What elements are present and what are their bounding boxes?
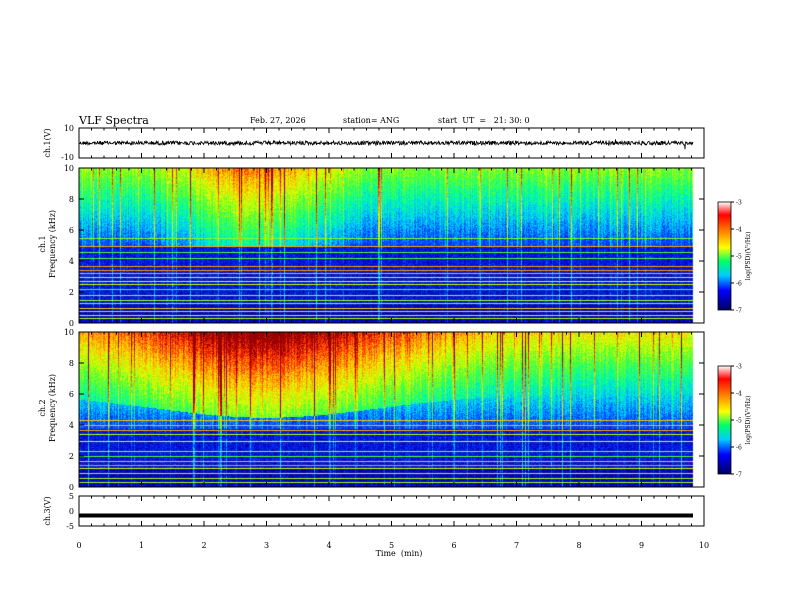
x-tick-label: 4 xyxy=(326,541,331,550)
ch1-colorbar: -3 -4 -5 -6 -7 log(PSD)(V²/Hz) xyxy=(717,200,752,315)
ch3-waveform-panel: 5 0 -5 ch.3(V) xyxy=(43,492,705,531)
y-tick-label: 4 xyxy=(69,257,74,266)
ch3-ytick-bottom: -5 xyxy=(66,522,74,531)
y-tick-label: 10 xyxy=(64,164,74,173)
x-tick-label: 8 xyxy=(576,541,581,550)
ch2-spectrogram-panel: 0 2 4 6 8 10 ch.2Frequency (kHz) xyxy=(38,328,705,492)
ch1-ytick-bottom: -10 xyxy=(61,153,74,162)
ch2-spectrogram-ylabel: ch.2Frequency (kHz) xyxy=(38,374,57,442)
x-tick-label: 5 xyxy=(389,541,394,550)
ch1-spectrogram-ylabel: ch.1Frequency (kHz) xyxy=(38,210,57,278)
colorbar-tick-label: -6 xyxy=(736,445,742,452)
ch2-colorbar-ticks: -3 -4 -5 -6 -7 xyxy=(731,364,742,479)
ch2-colorbar-gradient xyxy=(717,365,732,475)
header-date: Feb. 27, 2026 xyxy=(250,116,306,125)
y-tick-label: 6 xyxy=(69,226,74,235)
ch1-spectrogram-ytick-labels: 0 2 4 6 8 10 xyxy=(64,164,74,328)
ch1-waveform-ticks xyxy=(78,128,705,158)
y-tick-label: 8 xyxy=(69,359,74,368)
y-tick-label: 0 xyxy=(69,483,74,492)
ch2-spectrogram-ticks xyxy=(78,331,705,488)
y-tick-label: 10 xyxy=(64,328,74,337)
ch3-waveform-ticks xyxy=(78,496,705,526)
ch1-ytick-top: 10 xyxy=(64,124,74,133)
ch2-colorbar-label: log(PSD)(V²/Hz) xyxy=(745,396,752,445)
ch1-spectrogram-heatmap xyxy=(79,168,704,323)
x-tick-label: 2 xyxy=(201,541,206,550)
ch1-colorbar-gradient xyxy=(717,201,732,311)
x-tick-label: 7 xyxy=(514,541,519,550)
x-tick-label: 9 xyxy=(639,541,644,550)
ch1-ylabel: ch.1(V) xyxy=(43,128,52,157)
figure-title: VLF Spectra xyxy=(78,114,149,127)
x-tick-label: 1 xyxy=(139,541,144,550)
ch1-spectrogram-panel: 0 2 4 6 8 10 ch.1Frequency (kHz) xyxy=(38,164,705,328)
y-tick-label: 2 xyxy=(69,452,74,461)
y-tick-label: 2 xyxy=(69,288,74,297)
y-tick-label: 8 xyxy=(69,195,74,204)
colorbar-tick-label: -7 xyxy=(736,472,742,479)
y-tick-label: 6 xyxy=(69,390,74,399)
x-tick-label: 10 xyxy=(699,541,709,550)
x-tick-label: 6 xyxy=(451,541,456,550)
colorbar-tick-label: -5 xyxy=(736,254,742,261)
colorbar-tick-label: -4 xyxy=(736,227,742,234)
x-tick-label: 3 xyxy=(264,541,269,550)
colorbar-tick-label: -3 xyxy=(736,364,742,371)
colorbar-tick-label: -3 xyxy=(736,200,742,207)
header-start-time: start UT = 21: 30: 0 xyxy=(438,116,530,125)
ch1-spectrogram-ticks xyxy=(78,167,705,324)
ch3-ylabel: ch.3(V) xyxy=(43,496,52,525)
ch1-colorbar-label: log(PSD)(V²/Hz) xyxy=(745,232,752,281)
ch3-ytick-top: 5 xyxy=(69,492,74,501)
ch1-waveform-panel: 10 -10 ch.1(V) xyxy=(43,124,705,162)
ch2-spectrogram-ytick-labels: 0 2 4 6 8 10 xyxy=(64,328,74,492)
x-tick-label: 0 xyxy=(76,541,81,550)
x-axis-tick-labels: 0 1 2 3 4 5 6 7 8 9 10 xyxy=(76,541,709,550)
colorbar-tick-label: -6 xyxy=(736,281,742,288)
ch2-colorbar: -3 -4 -5 -6 -7 log(PSD)(V²/Hz) xyxy=(717,364,752,479)
y-tick-label: 0 xyxy=(69,319,74,328)
ch1-colorbar-ticks: -3 -4 -5 -6 -7 xyxy=(731,200,742,315)
ch2-spectrogram-heatmap xyxy=(79,332,704,487)
y-tick-label: 4 xyxy=(69,421,74,430)
x-axis-label: Time (min) xyxy=(376,549,423,558)
colorbar-tick-label: -7 xyxy=(736,308,742,315)
colorbar-tick-label: -5 xyxy=(736,418,742,425)
header-station: station= ANG xyxy=(343,116,399,125)
colorbar-tick-label: -4 xyxy=(736,391,742,398)
ch1-waveform-line xyxy=(78,139,694,150)
ch3-ytick-mid: 0 xyxy=(69,507,74,516)
